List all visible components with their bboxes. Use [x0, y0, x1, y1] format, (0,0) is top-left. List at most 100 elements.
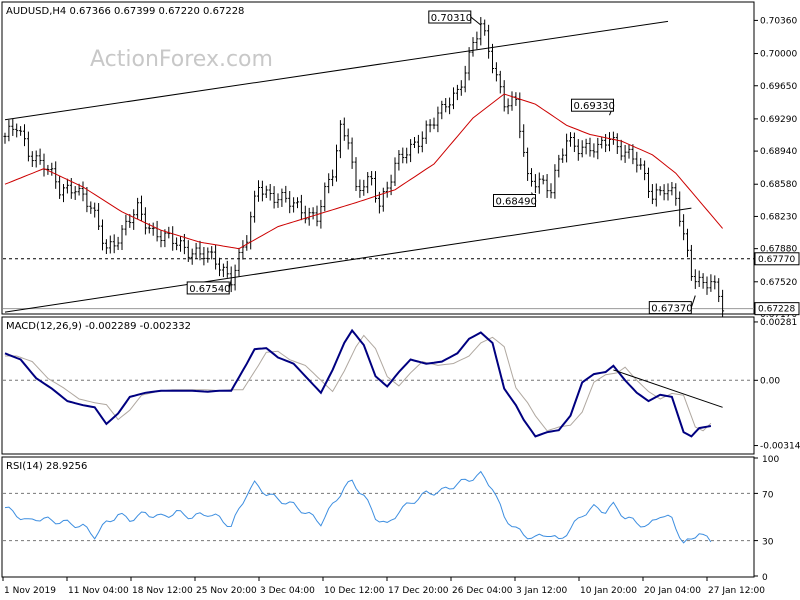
price-channel: [4, 20, 692, 313]
price-bar: [448, 97, 452, 115]
x-tick-label: 10 Jan 20:00: [580, 586, 637, 596]
price-bar: [218, 257, 221, 277]
price-tick-label: 0.69290: [760, 115, 797, 125]
price-bar: [303, 205, 307, 224]
price-candles: [3, 17, 725, 317]
price-bar: [452, 87, 455, 110]
price-bar: [85, 186, 89, 213]
rsi-tick-label: 30: [762, 538, 774, 548]
price-bar: [494, 62, 498, 82]
price-header: AUDUSD,H4 0.67366 0.67399 0.67220 0.6722…: [6, 6, 244, 17]
price-bar: [237, 247, 241, 277]
price-bar: [420, 131, 424, 153]
price-bar: [530, 168, 533, 187]
price-bar: [537, 172, 541, 194]
price-bar: [674, 183, 678, 206]
price-bar: [522, 124, 526, 157]
price-bar: [650, 184, 654, 205]
price-bar: [623, 144, 627, 163]
price-bar: [112, 234, 116, 254]
price-bar: [186, 240, 190, 262]
price-bar: [600, 136, 604, 149]
price-bar: [701, 273, 705, 289]
x-tick-label: 27 Jan 12:00: [708, 586, 765, 596]
price-bar: [428, 119, 432, 133]
price-bar: [202, 247, 206, 266]
price-bar: [654, 183, 658, 207]
price-bar: [315, 205, 319, 227]
price-bar: [615, 133, 619, 154]
price-bar: [354, 157, 358, 192]
price-bar: [311, 207, 315, 220]
price-bar: [241, 240, 245, 260]
price-bar: [475, 31, 479, 50]
rsi-header: RSI(14) 28.9256: [6, 461, 87, 472]
price-bar: [459, 80, 463, 96]
rsi-line: [4, 470, 712, 544]
macd-header: MACD(12,26,9) -0.002289 -0.002332: [6, 321, 191, 332]
price-bar: [229, 266, 233, 293]
price-bar: [214, 244, 218, 270]
price-bar: [576, 139, 580, 161]
price-bar: [713, 275, 717, 290]
price-bar: [682, 214, 686, 241]
price-bar: [381, 187, 385, 212]
annotation-leader: [690, 295, 696, 308]
price-bar: [444, 98, 448, 113]
price-bar: [619, 139, 623, 161]
price-bar: [179, 236, 182, 252]
price-bar: [249, 211, 253, 250]
macd-panel-frame: [1, 316, 755, 455]
price-bar: [697, 270, 701, 288]
price-bar: [272, 186, 276, 209]
price-bar: [416, 134, 420, 154]
price-bar: [65, 178, 69, 194]
x-tick-label: 18 Nov 12:00: [132, 586, 193, 596]
price-bar: [296, 197, 299, 209]
price-bar: [557, 154, 561, 178]
price-bar: [323, 182, 327, 212]
price-bar: [370, 171, 374, 186]
price-bar: [491, 43, 494, 74]
price-bar: [253, 190, 257, 223]
price-bar: [62, 183, 65, 203]
price-bar: [346, 128, 350, 150]
watermark: ActionForex.com: [90, 47, 273, 72]
price-bar: [549, 183, 553, 199]
price-bar: [34, 150, 38, 168]
price-tick-label: 0.70000: [760, 50, 797, 60]
price-bar: [280, 188, 284, 207]
price-bar: [409, 139, 413, 163]
price-bar: [19, 126, 23, 136]
annotation-leader: [470, 16, 482, 26]
price-bar: [190, 248, 194, 265]
rsi-panel-frame: [1, 456, 755, 578]
annotation-label: 0.67540: [189, 284, 230, 295]
rsi-tick-label: 100: [762, 455, 779, 465]
price-bar: [198, 240, 202, 261]
price-tick-label: 0.68230: [760, 212, 797, 222]
price-bar: [299, 194, 303, 221]
price-bar: [639, 158, 643, 170]
price-bar: [721, 289, 725, 317]
price-bar: [689, 244, 693, 281]
price-bar: [440, 100, 444, 120]
price-bar: [171, 226, 175, 251]
price-bar: [709, 274, 713, 292]
price-bar: [97, 203, 101, 230]
price-bar: [393, 157, 397, 186]
price-bar: [54, 161, 58, 189]
price-bar: [50, 162, 54, 176]
price-bar: [608, 132, 611, 152]
price-bar: [432, 117, 436, 130]
price-bar: [175, 237, 179, 251]
price-bar: [533, 174, 537, 194]
annotation-label: 0.69330: [574, 101, 615, 112]
annotation-label: 0.67370: [651, 304, 692, 315]
macd-trendline: [613, 369, 723, 408]
price-bar: [260, 180, 264, 202]
x-tick-label: 26 Dec 04:00: [452, 586, 513, 596]
price-bar: [342, 117, 346, 141]
